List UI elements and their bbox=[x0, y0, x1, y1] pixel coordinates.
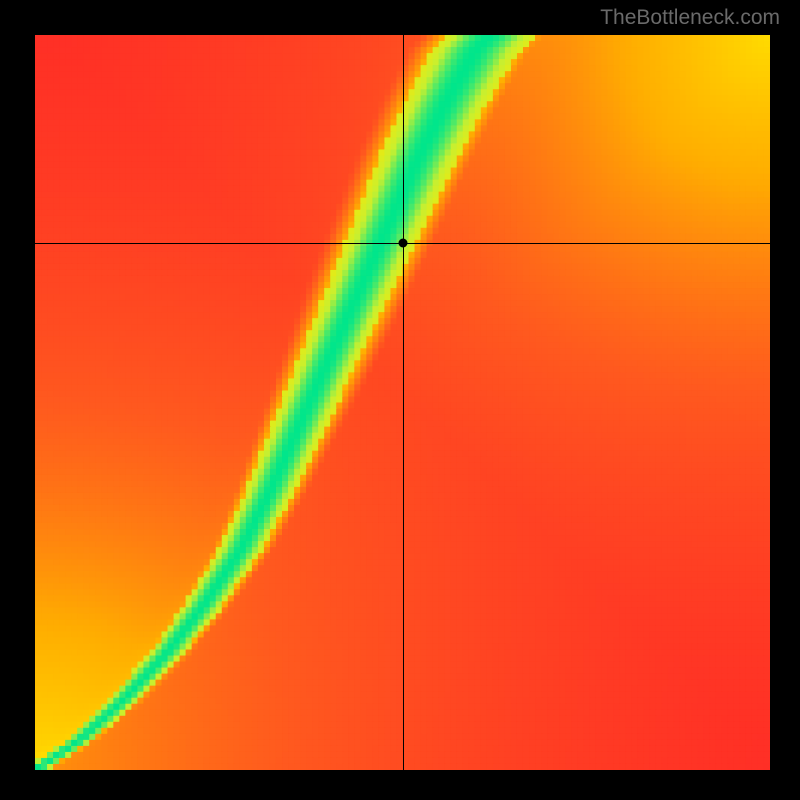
watermark-text: TheBottleneck.com bbox=[600, 6, 780, 30]
heatmap-plot bbox=[35, 35, 770, 770]
crosshair-vertical bbox=[403, 35, 404, 770]
crosshair-marker bbox=[398, 239, 407, 248]
